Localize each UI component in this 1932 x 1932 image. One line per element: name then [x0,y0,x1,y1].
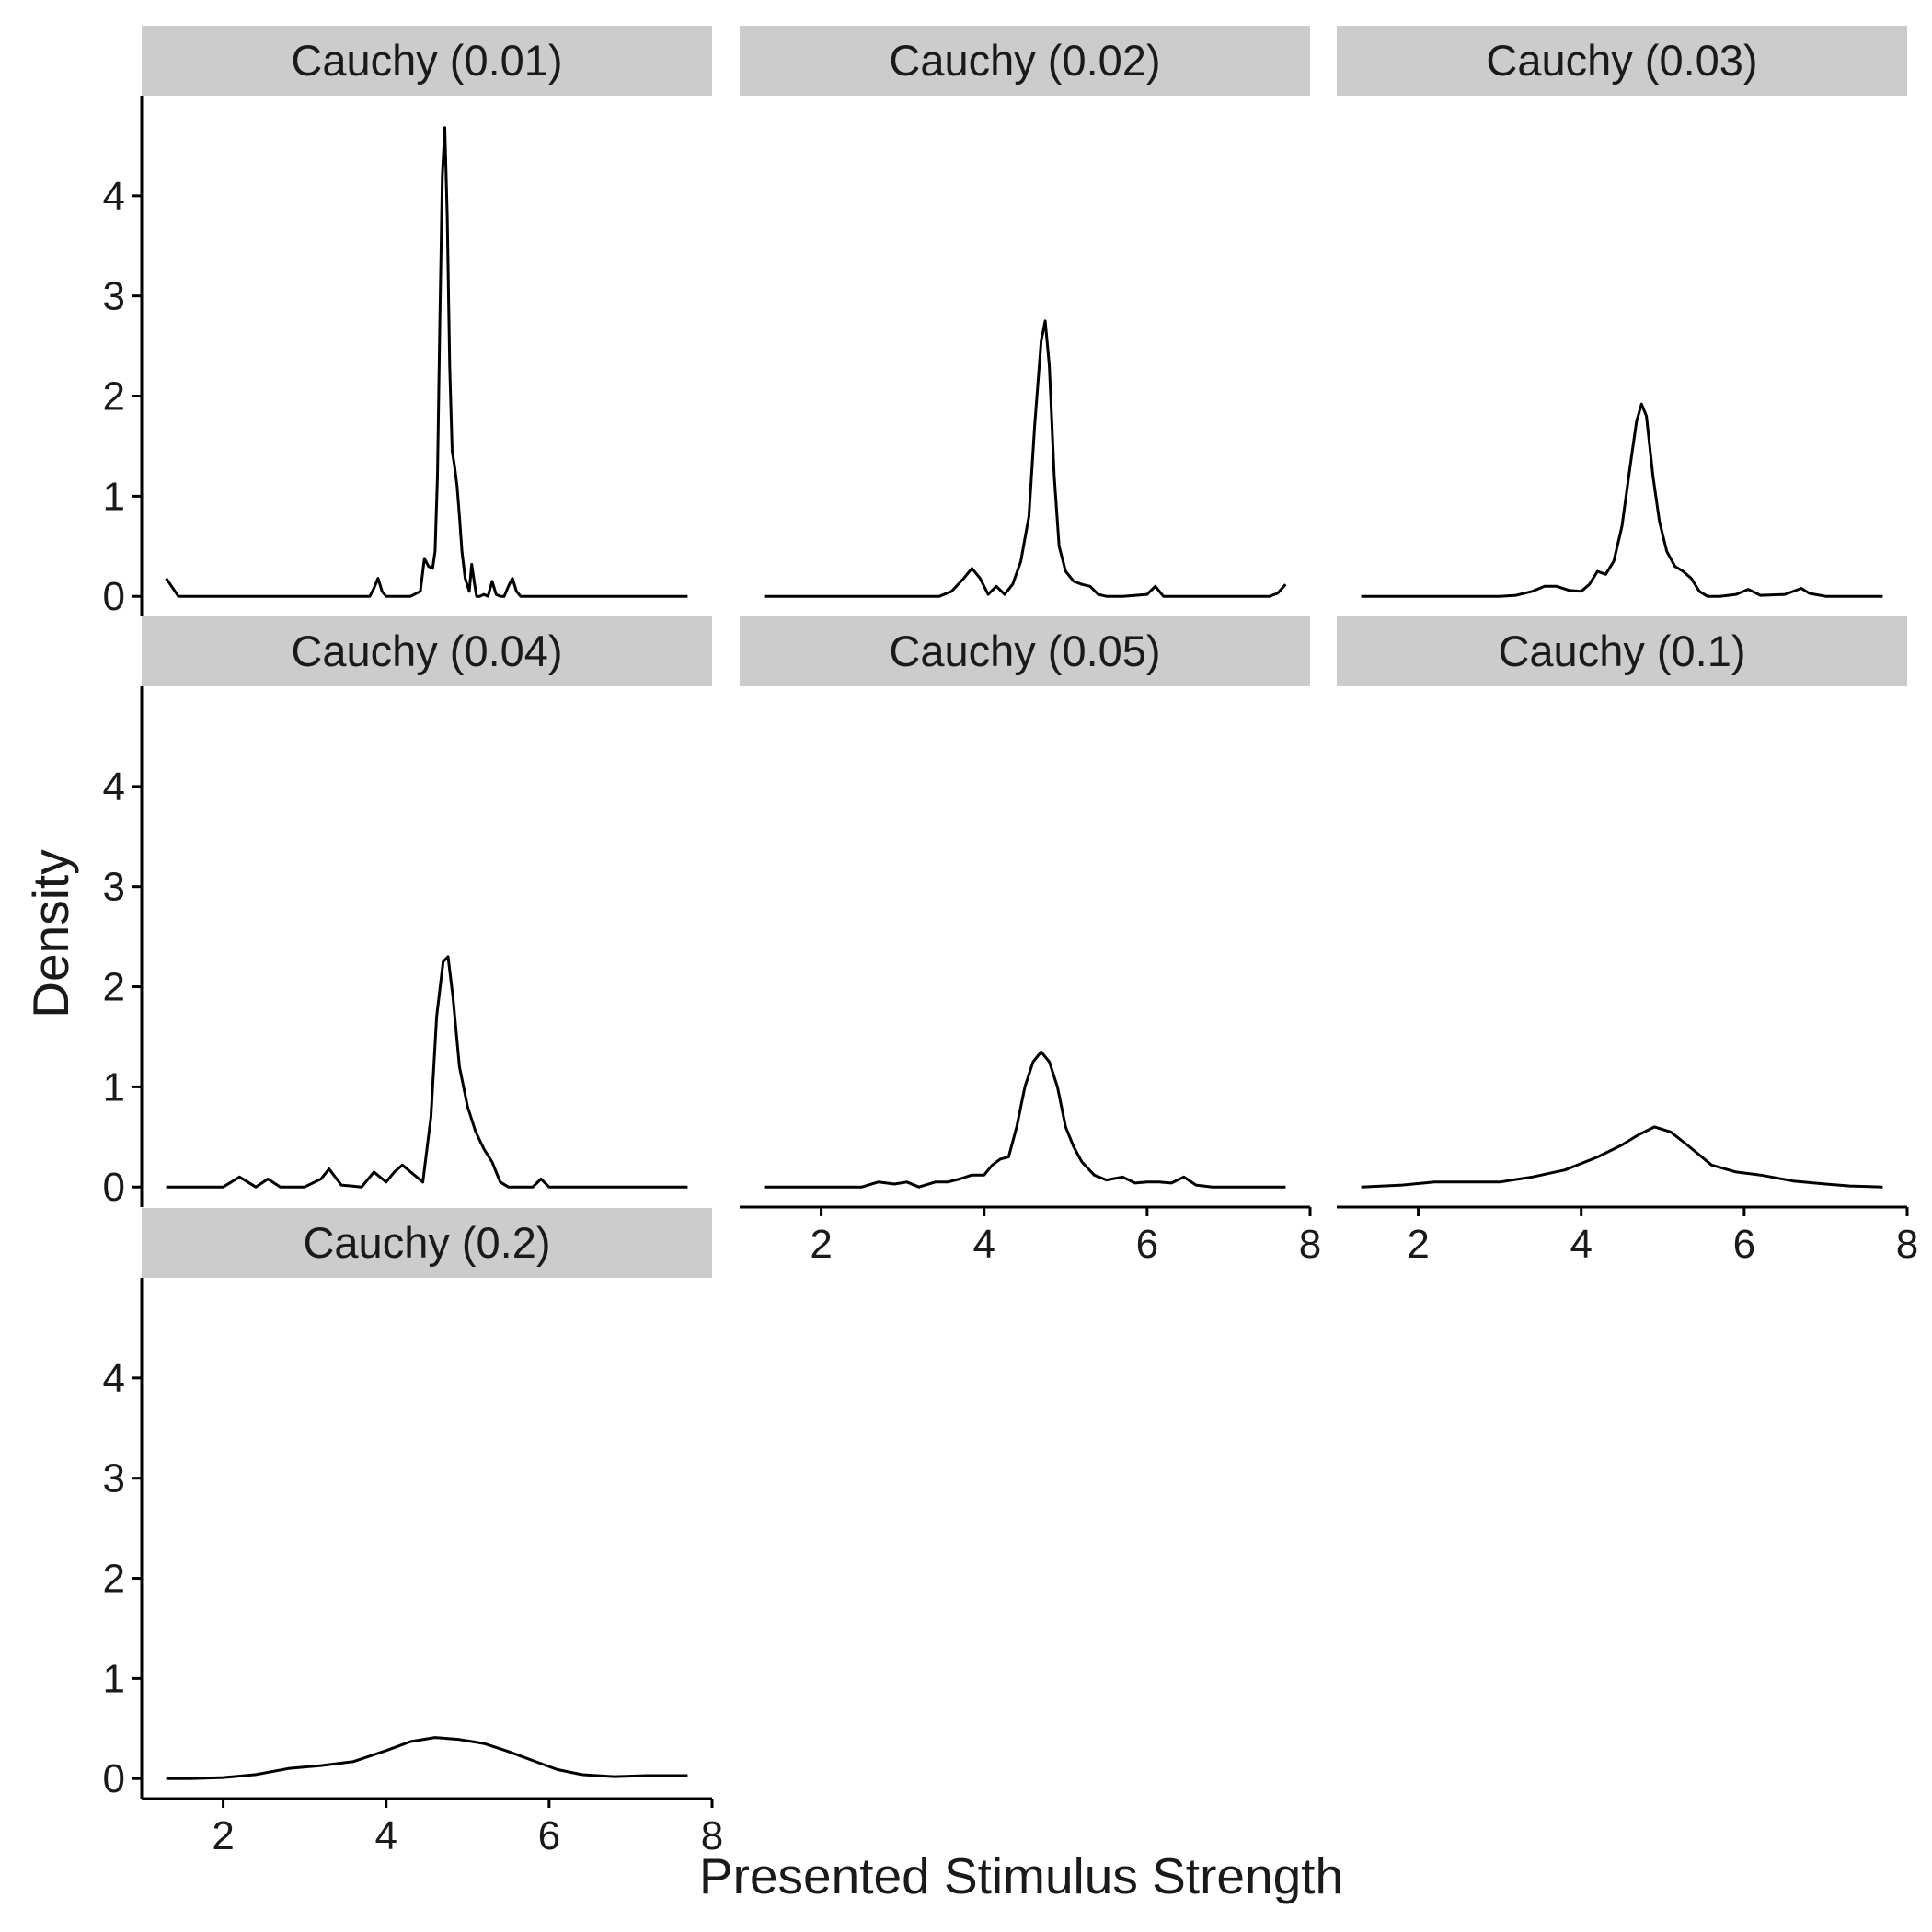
density-line [764,1050,1286,1189]
y-axis-title: Density [22,849,79,1018]
facet-panel: Cauchy (0.02) [740,26,1310,598]
y-tick-label: 4 [103,174,125,219]
y-tick-label: 3 [103,865,125,910]
x-tick-label: 8 [701,1813,723,1858]
density-line [764,319,1287,598]
y-tick-label: 2 [103,1557,125,1602]
facet-strip-label: Cauchy (0.1) [1498,627,1745,675]
x-axis-title: Presented Stimulus Strength [699,1847,1343,1904]
y-tick-label: 3 [103,1456,125,1501]
facet-panel: Cauchy (0.1) 2 4 6 8 [1337,616,1918,1267]
x-tick-label: 2 [1407,1222,1429,1267]
y-tick-label: 1 [103,474,125,519]
y-tick-label: 0 [103,1165,125,1210]
y-tick-label: 2 [103,965,125,1010]
y-tick-label: 3 [103,274,125,319]
facet-panels: Cauchy (0.01) 0 1 2 3 4 Cauchy (0.02) Cauchy (0… [103,26,1918,1858]
x-tick-label: 6 [1136,1222,1158,1267]
facet-strip [740,616,1310,686]
facet-strip-label: Cauchy (0.2) [303,1218,550,1267]
facet-panel: Cauchy (0.04) 0 1 2 3 4 [103,616,712,1210]
facet-strip [740,26,1310,96]
facet-strip-label: Cauchy (0.01) [291,36,562,85]
x-tick-label: 2 [212,1813,234,1858]
x-tick-label: 8 [1896,1222,1918,1267]
density-line [1361,402,1883,598]
facet-strip [142,616,712,686]
y-tick-label: 0 [103,1756,125,1801]
facet-strip-label: Cauchy (0.03) [1486,36,1757,85]
density-line [1361,1125,1883,1189]
density-line [166,1736,688,1780]
x-tick-label: 4 [1570,1222,1592,1267]
facet-panel: Cauchy (0.05) 2 4 6 8 [740,616,1321,1267]
y-tick-label: 1 [103,1064,125,1110]
facet-strip-label: Cauchy (0.04) [291,627,562,675]
y-tick-label: 4 [103,1356,125,1401]
facet-panel: Cauchy (0.03) [1337,26,1907,598]
y-tick-label: 2 [103,374,125,420]
y-tick-label: 0 [103,574,125,619]
y-tick-label: 4 [103,765,125,810]
x-tick-label: 6 [1733,1222,1755,1267]
density-line [165,126,688,598]
x-tick-label: 2 [810,1222,832,1267]
facet-strip-label: Cauchy (0.02) [889,36,1160,85]
facet-strip [1337,26,1907,96]
density-line [166,955,688,1189]
facet-strip [142,26,712,96]
facet-panel: Cauchy (0.2) 0 1 2 3 4 2 4 6 8 [103,1208,723,1858]
y-tick-label: 1 [103,1656,125,1701]
facet-strip [142,1208,712,1278]
facet-strip-label: Cauchy (0.05) [889,627,1160,675]
x-tick-label: 4 [374,1813,397,1858]
x-tick-label: 8 [1299,1222,1321,1267]
facet-panel: Cauchy (0.01) 0 1 2 3 4 [103,26,712,619]
facet-strip [1337,616,1907,686]
x-tick-label: 6 [538,1813,560,1858]
x-tick-label: 4 [972,1222,995,1267]
